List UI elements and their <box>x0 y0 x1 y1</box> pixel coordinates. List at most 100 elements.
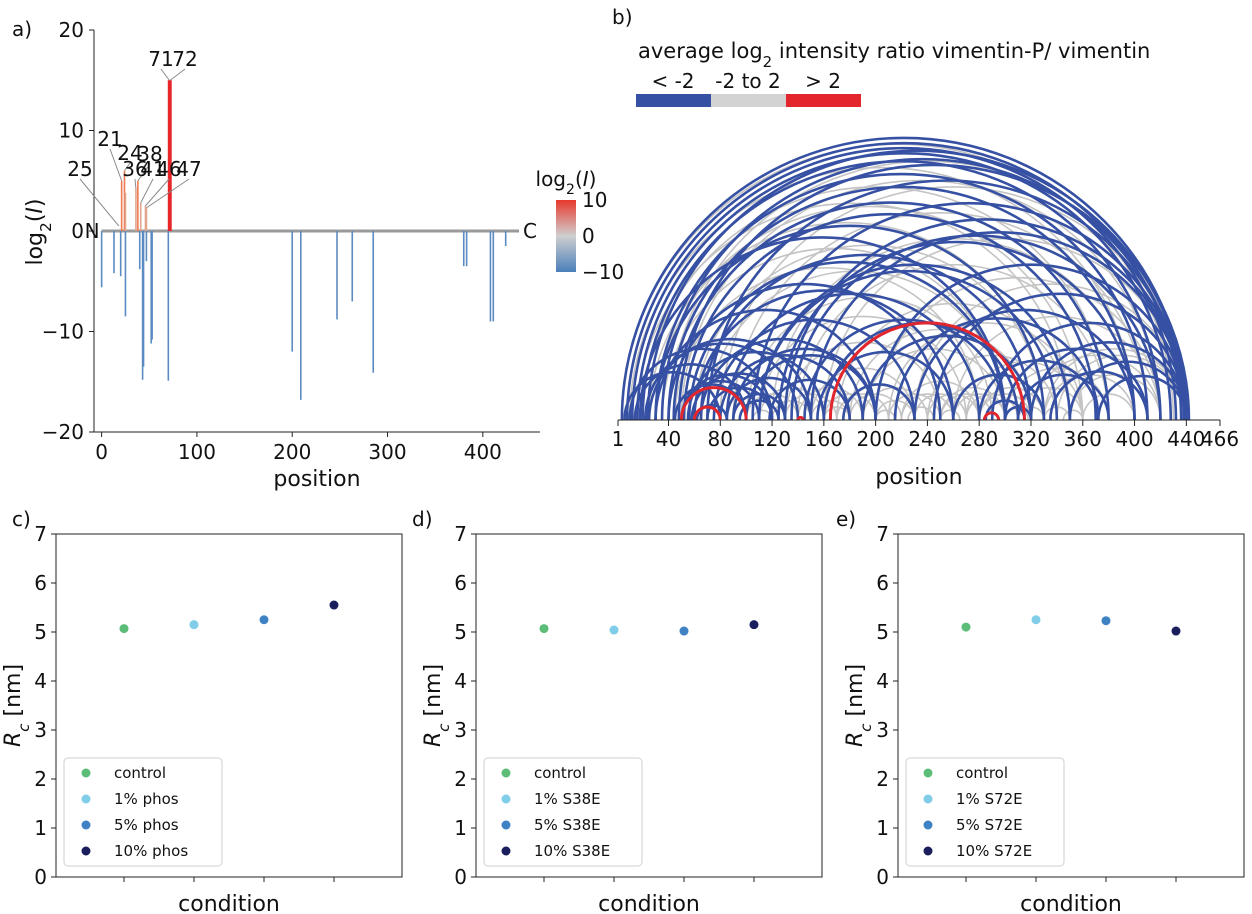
label-part-1: 2 <box>37 222 55 232</box>
panel-label-e: e) <box>836 507 856 531</box>
y-tick-label: 6 <box>454 571 467 595</box>
arc-red <box>679 386 748 421</box>
colorbar-tick-label: 0 <box>582 224 595 248</box>
arc-grey <box>952 315 1162 421</box>
arc-blue <box>654 308 877 421</box>
x-tick-label: 1 <box>612 427 625 451</box>
data-point <box>259 615 269 625</box>
legend-marker <box>923 820 933 830</box>
arc-blue <box>686 350 826 421</box>
y-tick-label: 4 <box>454 669 467 693</box>
legend-box <box>483 757 643 867</box>
arc-grey <box>758 315 968 421</box>
label-part-2: ( <box>575 167 583 191</box>
arc-blue <box>654 225 1046 421</box>
ylabel-part: c <box>857 723 875 732</box>
annotation-leader <box>169 68 186 81</box>
y-axis-label: Rc [nm] <box>1 664 33 747</box>
arc-blue <box>667 186 1136 421</box>
y-tick-label: 0 <box>34 865 47 889</box>
x-tick-label: 320 <box>1012 427 1050 451</box>
annotation-label: 38 <box>137 142 162 166</box>
annotation-leader <box>145 178 170 207</box>
arc-blue <box>990 321 1188 421</box>
arc-blue <box>790 234 1162 421</box>
legend-label: < -2 <box>651 69 694 93</box>
legend-marker <box>501 846 511 856</box>
label-part-3: I <box>583 167 589 191</box>
x-tick-label: 200 <box>273 440 311 464</box>
ylabel-part: c <box>435 723 453 732</box>
arc-grey <box>900 393 955 421</box>
y-tick-label: 5 <box>876 620 889 644</box>
ylabel-part: [nm] <box>1 664 26 724</box>
legend-swatch <box>786 94 861 107</box>
arc-blue <box>1068 360 1188 421</box>
title-part: average log <box>638 39 763 63</box>
c-terminus-label: C <box>523 219 537 243</box>
title-part: intensity ratio vimentin-P/ vimentin <box>772 39 1150 63</box>
y-tick-label: 7 <box>876 522 889 546</box>
y-tick-label: −10 <box>42 320 84 344</box>
arc-blue <box>1029 341 1188 421</box>
annotation-label: 46 <box>156 157 181 181</box>
x-tick-label: 400 <box>1115 427 1153 451</box>
colorbar-title: log2(I) <box>536 167 597 198</box>
colorbar <box>556 200 576 272</box>
arc-red <box>982 411 1001 421</box>
x-tick-label: 0 <box>95 440 108 464</box>
legend-marker <box>81 794 91 804</box>
arc-grey <box>823 393 877 421</box>
legend-label: -2 to 2 <box>715 69 780 93</box>
x-tick-label: 280 <box>960 427 998 451</box>
annotation-leader <box>124 162 131 171</box>
arc-blue <box>680 373 774 421</box>
arc-blue <box>725 292 981 421</box>
legend-label: 10% S38E <box>534 842 610 860</box>
annotation-label: 36 <box>122 157 147 181</box>
arc-grey <box>965 393 1019 421</box>
x-tick-label: 80 <box>708 427 733 451</box>
x-tick-label: 240 <box>908 427 946 451</box>
legend-label: 10% S72E <box>956 842 1032 860</box>
legend-label: control <box>534 764 586 782</box>
arc-blue <box>874 263 1188 421</box>
arc-blue <box>638 236 1007 421</box>
arc-grey <box>978 393 1032 421</box>
annotation-label: 24 <box>117 141 142 165</box>
panel-label-b: b) <box>612 5 633 29</box>
arc-blue <box>757 264 1072 421</box>
arc-grey <box>693 244 1045 421</box>
x-axis-label: position <box>273 467 360 492</box>
legend-label: 1% S38E <box>534 790 601 808</box>
x-tick-label: 200 <box>857 427 895 451</box>
y-tick-label: 7 <box>34 522 47 546</box>
x-tick-label: 160 <box>805 427 843 451</box>
y-tick-label: 5 <box>34 620 47 644</box>
legend-swatch <box>636 94 711 107</box>
x-tick-label: 400 <box>464 440 502 464</box>
legend-label: 5% S72E <box>956 816 1023 834</box>
colorbar-tick-label: −10 <box>582 260 624 284</box>
data-point <box>329 600 339 610</box>
y-tick-label: 7 <box>454 522 467 546</box>
y-tick-label: 6 <box>876 571 889 595</box>
arc-blue <box>809 230 1188 421</box>
panel-d: d) 0 1 2 3 4 5 6 7 condition Rc [nm] control 1% S38E… <box>412 507 823 914</box>
y-tick-label: 6 <box>34 571 47 595</box>
arc-grey <box>874 409 896 421</box>
y-tick-label: 1 <box>454 816 467 840</box>
arc-blue <box>816 350 955 421</box>
panel-label-a: a) <box>12 17 32 41</box>
panel-b: b)average log2 intensity ratio vimentin-… <box>612 5 1239 490</box>
y-axis-label: log2(I) <box>23 198 55 265</box>
label-part-1: 2 <box>566 182 575 198</box>
chart-title: average log2 intensity ratio vimentin-P/… <box>638 39 1150 71</box>
annotation-leader <box>160 68 170 81</box>
y-tick-label: −20 <box>42 420 84 444</box>
y-tick-label: 2 <box>454 767 467 791</box>
plot-frame <box>897 533 1245 878</box>
legend-marker <box>501 794 511 804</box>
data-point <box>119 624 129 634</box>
data-point <box>1031 615 1041 625</box>
